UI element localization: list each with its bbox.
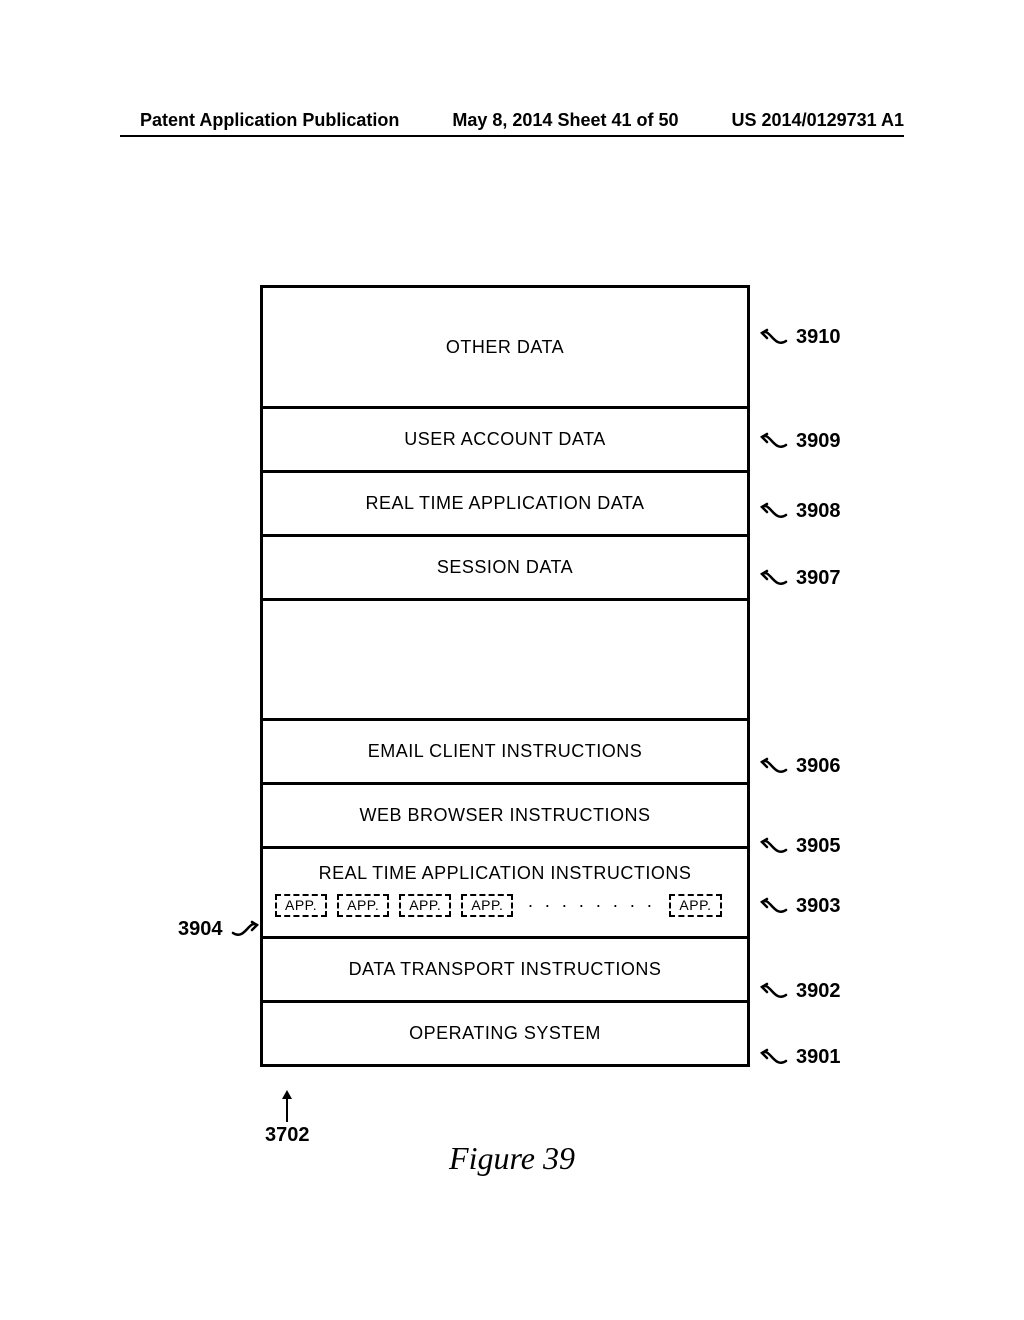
ref-right-3909: 3909 — [760, 430, 841, 453]
header-center: May 8, 2014 Sheet 41 of 50 — [452, 110, 678, 131]
leader-swoop-icon — [760, 327, 790, 349]
app-box: APP. — [399, 894, 451, 917]
app-row: APP. APP. APP. APP. · · · · · · · · APP. — [269, 894, 741, 917]
layer-label: USER ACCOUNT DATA — [404, 429, 606, 450]
header-rule — [120, 135, 904, 137]
layer-user-account-data: USER ACCOUNT DATA — [263, 406, 747, 470]
layer-label: SESSION DATA — [437, 557, 573, 578]
ref-right-3906: 3906 — [760, 755, 841, 778]
app-ellipsis: · · · · · · · · — [523, 895, 659, 916]
layer-web-browser: WEB BROWSER INSTRUCTIONS — [263, 782, 747, 846]
leader-swoop-icon — [760, 568, 790, 590]
ref-number: 3904 — [178, 918, 223, 941]
leader-swoop-icon — [760, 1047, 790, 1069]
ref-number: 3908 — [796, 500, 841, 523]
leader-swoop-icon — [760, 431, 790, 453]
app-box: APP. — [669, 894, 721, 917]
layer-label: WEB BROWSER INSTRUCTIONS — [359, 805, 650, 826]
leader-swoop-icon — [229, 919, 259, 941]
ref-number: 3901 — [796, 1046, 841, 1069]
layer-rt-app-data: REAL TIME APPLICATION DATA — [263, 470, 747, 534]
page-header: Patent Application Publication May 8, 20… — [0, 110, 1024, 131]
layer-label: OTHER DATA — [446, 337, 564, 358]
ref-right-3908: 3908 — [760, 500, 841, 523]
app-box: APP. — [337, 894, 389, 917]
app-box: APP. — [275, 894, 327, 917]
ref-number: 3902 — [796, 980, 841, 1003]
figure-caption: Figure 39 — [0, 1140, 1024, 1177]
layer-label: EMAIL CLIENT INSTRUCTIONS — [368, 741, 643, 762]
leader-swoop-icon — [760, 501, 790, 523]
ref-number: 3903 — [796, 895, 841, 918]
leader-swoop-icon — [760, 981, 790, 1003]
layer-label: OPERATING SYSTEM — [409, 1023, 601, 1044]
ref-number: 3907 — [796, 567, 841, 590]
ref-left-3904: 3904 — [178, 918, 259, 941]
layer-label: DATA TRANSPORT INSTRUCTIONS — [349, 959, 662, 980]
layer-session-data: SESSION DATA — [263, 534, 747, 598]
ref-number: 3909 — [796, 430, 841, 453]
layer-rt-app-instructions: REAL TIME APPLICATION INSTRUCTIONS APP. … — [263, 846, 747, 936]
leader-swoop-icon — [760, 836, 790, 858]
ref-right-3902: 3902 — [760, 980, 841, 1003]
layer-label: REAL TIME APPLICATION DATA — [365, 493, 644, 514]
layer-spacer — [263, 598, 747, 718]
ref-number: 3905 — [796, 835, 841, 858]
layer-operating-system: OPERATING SYSTEM — [263, 1000, 747, 1064]
layer-other-data: OTHER DATA — [263, 288, 747, 406]
header-left: Patent Application Publication — [140, 110, 399, 131]
ref-bottom: 3702 — [265, 1090, 310, 1147]
ref-right-3905: 3905 — [760, 835, 841, 858]
layer-label: REAL TIME APPLICATION INSTRUCTIONS — [319, 863, 692, 884]
app-box: APP. — [461, 894, 513, 917]
ref-number: 3906 — [796, 755, 841, 778]
leader-swoop-icon — [760, 756, 790, 778]
ref-right-3907: 3907 — [760, 567, 841, 590]
ref-number: 3910 — [796, 326, 841, 349]
layer-email-client: EMAIL CLIENT INSTRUCTIONS — [263, 718, 747, 782]
header-right: US 2014/0129731 A1 — [732, 110, 904, 131]
ref-right-3910: 3910 — [760, 326, 841, 349]
arrow-up-icon — [280, 1090, 294, 1122]
ref-right-3903: 3903 — [760, 895, 841, 918]
memory-stack-diagram: OTHER DATA USER ACCOUNT DATA REAL TIME A… — [260, 285, 750, 1067]
leader-swoop-icon — [760, 896, 790, 918]
ref-right-3901: 3901 — [760, 1046, 841, 1069]
layer-data-transport: DATA TRANSPORT INSTRUCTIONS — [263, 936, 747, 1000]
